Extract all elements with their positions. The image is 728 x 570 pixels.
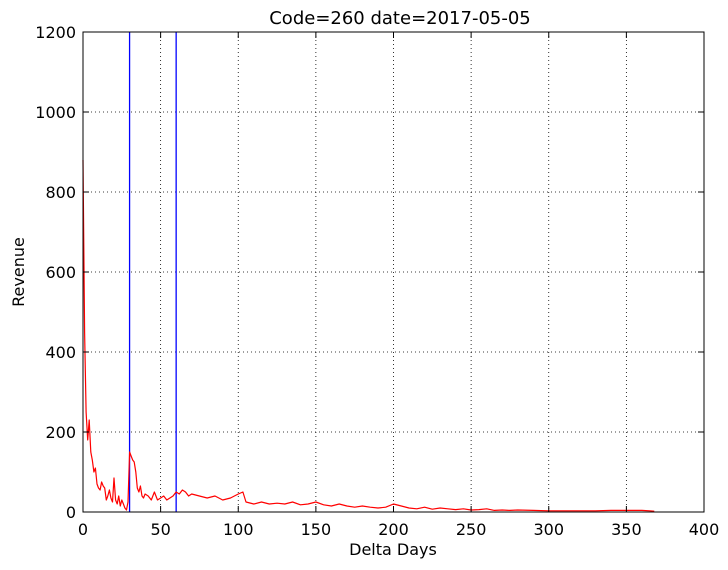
series-layer: [82, 159, 655, 512]
x-tick-label: 400: [689, 520, 720, 539]
x-tick-label: 250: [456, 520, 487, 539]
revenue-series-line: [82, 159, 655, 512]
x-tick-label: 350: [611, 520, 642, 539]
x-tick-label: 0: [78, 520, 88, 539]
x-tick-label: 150: [301, 520, 332, 539]
x-tick-label: 50: [150, 520, 170, 539]
x-axis-label: Delta Days: [349, 540, 437, 559]
y-tick-label: 0: [66, 503, 76, 522]
x-tick-label: 100: [223, 520, 254, 539]
x-tick-label: 300: [533, 520, 564, 539]
y-tick-label: 200: [45, 423, 76, 442]
y-axis-label: Revenue: [9, 237, 28, 307]
ticks: 0 50 100 150 200 250 300 350 400 0 200 400 600 800 100…: [35, 23, 719, 539]
x-tick-label: 200: [378, 520, 409, 539]
y-tick-label: 400: [45, 343, 76, 362]
grid: [83, 32, 704, 512]
chart-title: Code=260 date=2017-05-05: [269, 8, 531, 29]
y-tick-label: 800: [45, 183, 76, 202]
y-tick-label: 600: [45, 263, 76, 282]
reference-lines: [128, 32, 177, 512]
y-tick-label: 1000: [35, 103, 76, 122]
y-tick-label: 1200: [35, 23, 76, 42]
